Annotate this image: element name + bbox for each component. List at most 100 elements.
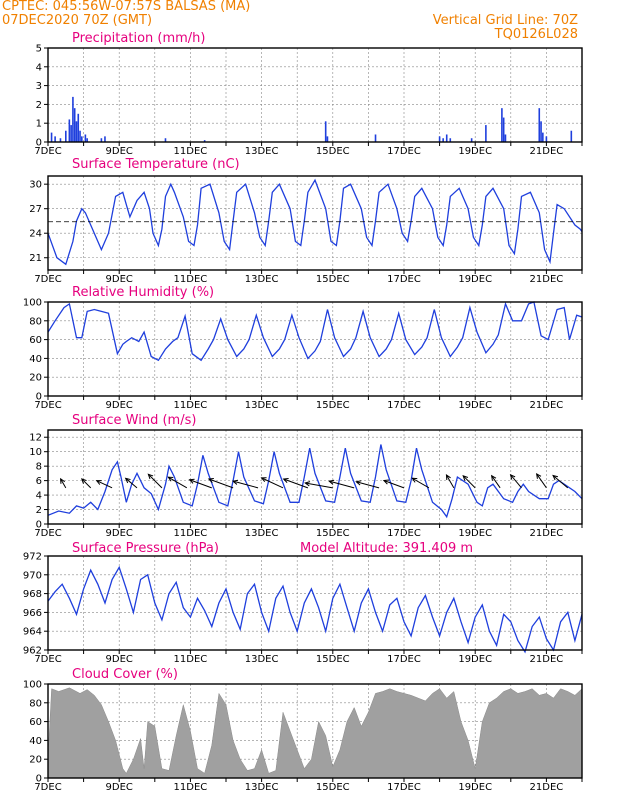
y-tick-label: 6 — [36, 476, 42, 487]
precip-bar — [504, 134, 507, 142]
wind-arrow — [552, 474, 569, 489]
y-tick-label: 0 — [36, 392, 42, 403]
wind-arrow-head — [535, 472, 542, 479]
wind-arrow — [355, 480, 380, 489]
wind-arrow-head — [445, 474, 451, 481]
cloud-cover-panel: Cloud Cover (%) 0 20 40 60 80 100 7DEC 9DEC 11DE… — [23, 667, 583, 793]
wind-arrow — [328, 479, 355, 489]
wind-arrow-head — [411, 477, 418, 483]
forecast-date: 07DEC2020 70Z (GMT) — [2, 13, 153, 28]
wind-arrow-shaft — [446, 474, 455, 489]
wind-arrow-head — [382, 479, 389, 485]
y-tick-label: 972 — [23, 552, 42, 563]
wind-arrow-shaft — [383, 480, 405, 489]
wind-arrow-shaft — [189, 479, 212, 489]
x-tick-label: 15DEC — [316, 400, 350, 411]
wind-arrow-shaft — [536, 473, 547, 489]
y-tick-label: 4 — [36, 62, 42, 73]
pressure-title: Surface Pressure (hPa) — [72, 541, 219, 556]
wind-arrow — [207, 478, 234, 489]
precip-bar — [59, 138, 62, 142]
precip-bar — [72, 96, 74, 142]
x-tick-label: 17DEC — [387, 654, 421, 665]
precip-bar — [485, 125, 487, 142]
x-tick-label: 21DEC — [530, 400, 564, 411]
wind-arrow-head — [260, 477, 267, 483]
precip-bar — [79, 130, 81, 142]
plot-frame — [47, 555, 583, 651]
x-tick-label: 9DEC — [106, 654, 133, 665]
wind-arrow-head — [124, 477, 131, 484]
wind-title: Surface Wind (m/s) — [72, 413, 196, 428]
y-tick-label: 24 — [29, 229, 42, 240]
wind-arrow-shaft — [125, 477, 138, 489]
page-header: CPTEC: 045:56W-07:57S BALSAS (MA) 07DEC2… — [0, 0, 618, 48]
wind-arrow-head — [304, 481, 311, 487]
wind-arrow-shaft — [329, 480, 355, 489]
precip-bar — [542, 132, 544, 142]
y-tick-label: 40 — [29, 736, 42, 747]
precip-bar — [502, 117, 505, 142]
precip-bar — [54, 136, 56, 142]
y-tick-label: 968 — [23, 589, 42, 600]
wind-arrow-head — [188, 478, 195, 484]
plot-frame — [47, 683, 583, 779]
y-tick-label: 80 — [29, 316, 42, 327]
wind-arrow-head — [80, 478, 87, 484]
wind-arrow-shaft — [261, 477, 284, 489]
station-label: CPTEC: 045:56W-07:57S BALSAS (MA) — [2, 0, 251, 14]
precip-bar — [545, 136, 548, 142]
wind-arrow — [147, 473, 163, 489]
y-tick-label: 27 — [29, 204, 42, 215]
wind-arrow-head — [509, 473, 516, 480]
wind-arrow-shaft — [60, 478, 67, 489]
x-tick-label: 17DEC — [387, 782, 421, 793]
wind-arrow-shaft — [462, 475, 476, 489]
y-tick-label: 10 — [29, 447, 42, 458]
cloud-cover-area — [47, 687, 583, 779]
y-tick-label: 964 — [23, 627, 42, 638]
precip-bar — [164, 138, 167, 142]
precip-bar — [540, 121, 542, 142]
plot-frame — [47, 429, 583, 525]
wind-arrow — [445, 474, 455, 489]
precip-bar — [538, 108, 541, 142]
temperature-panel: Surface Temperature (nC) 21 24 27 30 7DEC 9DE… — [29, 157, 583, 285]
x-tick-label: 17DEC — [387, 400, 421, 411]
model-code: TQ0126L028 — [494, 27, 578, 42]
x-tick-label: 17DEC — [387, 528, 421, 539]
x-tick-label: 21DEC — [530, 654, 564, 665]
series-line — [47, 178, 583, 266]
plot-frame — [47, 175, 583, 271]
pressure-panel: Surface Pressure (hPa) Model Altitude: 3… — [23, 541, 583, 665]
wind-arrow-shaft — [552, 475, 569, 489]
x-tick-label: 13DEC — [245, 274, 279, 285]
wind-arrow-shaft — [232, 480, 259, 489]
x-tick-label: 21DEC — [530, 146, 564, 157]
wind-arrow-shaft — [283, 478, 309, 489]
y-tick-label: 970 — [23, 570, 42, 581]
humidity-title: Relative Humidity (%) — [72, 285, 214, 300]
x-tick-label: 19DEC — [458, 528, 492, 539]
wind-arrow-shaft — [81, 478, 92, 489]
x-tick-label: 11DEC — [174, 782, 208, 793]
x-tick-label: 7DEC — [34, 782, 61, 793]
precip-bar — [50, 132, 53, 142]
x-tick-label: 19DEC — [458, 400, 492, 411]
x-tick-label: 19DEC — [458, 782, 492, 793]
precip-bar — [86, 138, 88, 142]
x-tick-label: 9DEC — [106, 146, 133, 157]
y-tick-label: 80 — [29, 698, 42, 709]
series-line — [47, 444, 583, 519]
wind-arrow — [490, 474, 501, 489]
wind-arrow-head — [95, 480, 102, 485]
model-altitude-label: Model Altitude: 391.409 m — [300, 541, 473, 556]
x-tick-label: 9DEC — [106, 274, 133, 285]
y-tick-label: 8 — [36, 462, 42, 473]
y-tick-label: 0 — [36, 138, 42, 149]
y-tick-label: 40 — [29, 354, 42, 365]
y-tick-label: 1 — [36, 119, 42, 130]
x-tick-label: 9DEC — [106, 400, 133, 411]
wind-arrow-head — [462, 475, 469, 481]
